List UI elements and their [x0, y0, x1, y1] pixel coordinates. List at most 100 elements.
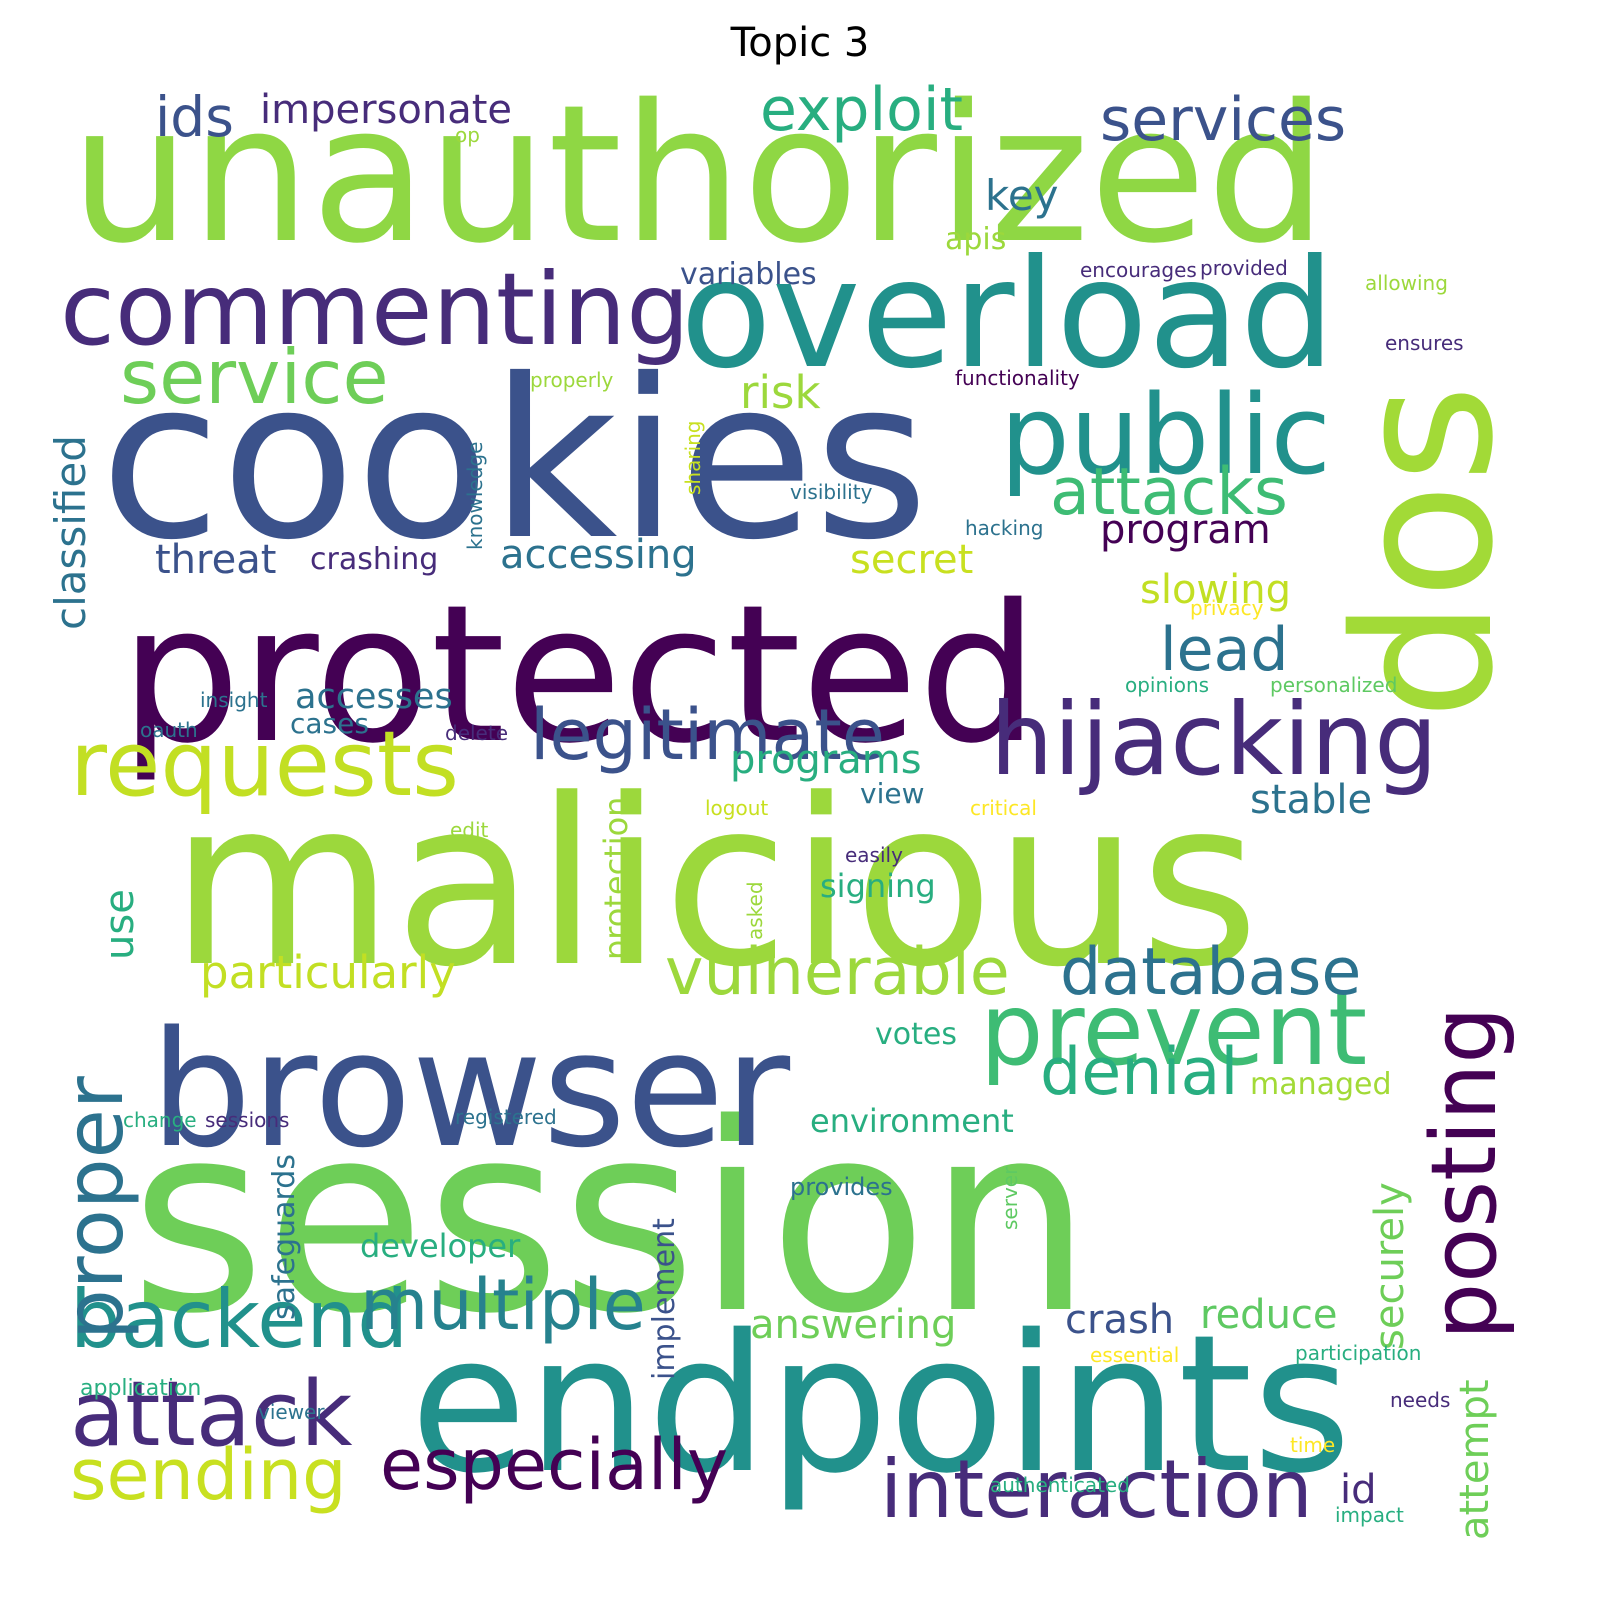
- word-commenting: commenting: [60, 251, 690, 368]
- word-dos: dos: [1314, 384, 1535, 720]
- word-securely: securely: [1367, 1182, 1413, 1350]
- word-cases: cases: [290, 707, 369, 740]
- word-apis: apis: [945, 222, 1007, 257]
- word-secret: secret: [850, 537, 974, 583]
- word-impersonate: impersonate: [260, 87, 512, 133]
- word-protection: protection: [597, 796, 635, 960]
- word-attacks: attacks: [1050, 455, 1288, 530]
- word-logout: logout: [705, 796, 769, 820]
- word-legitimate: legitimate: [530, 694, 885, 776]
- word-reduce: reduce: [1200, 1292, 1338, 1338]
- word-provided: provided: [1200, 256, 1288, 280]
- word-sharing: sharing: [681, 420, 705, 495]
- word-authenticated: authenticated: [990, 1473, 1130, 1497]
- word-needs: needs: [1390, 1388, 1451, 1412]
- word-easily: easily: [845, 843, 903, 867]
- word-opinions: opinions: [1125, 673, 1210, 697]
- word-use: use: [97, 889, 143, 960]
- word-database: database: [1060, 935, 1362, 1010]
- word-environment: environment: [810, 1102, 1014, 1140]
- word-view: view: [860, 777, 925, 810]
- word-critical: critical: [970, 796, 1037, 820]
- word-viewer: viewer: [258, 1400, 325, 1424]
- word-signing: signing: [820, 867, 936, 905]
- word-knowledge: knowledge: [463, 441, 487, 550]
- word-server: server: [998, 1166, 1022, 1230]
- word-classified: classified: [46, 435, 95, 630]
- word-crashing: crashing: [310, 542, 439, 577]
- chart-title: Topic 3: [730, 20, 870, 66]
- word-multiple: multiple: [360, 1264, 646, 1346]
- word-backend: backend: [70, 1273, 408, 1366]
- word-hijacking: hijacking: [990, 681, 1438, 798]
- word-change: change: [123, 1108, 197, 1132]
- word-malicious: malicious: [170, 751, 1260, 1018]
- word-lead: lead: [1160, 615, 1289, 685]
- word-exploit: exploit: [760, 75, 964, 145]
- word-ensures: ensures: [1385, 331, 1464, 355]
- word-managed: managed: [1250, 1067, 1392, 1102]
- word-ids: ids: [155, 85, 234, 149]
- word-endpoints: endpoints: [410, 1294, 1352, 1515]
- word-op: op: [455, 123, 480, 147]
- word-especially: especially: [380, 1424, 729, 1506]
- word-service: service: [120, 333, 389, 421]
- word-accessing: accessing: [500, 532, 697, 578]
- word-program: program: [1100, 507, 1271, 553]
- word-threat: threat: [155, 537, 277, 583]
- word-sessions: sessions: [205, 1108, 290, 1132]
- word-participation: participation: [1295, 1341, 1422, 1365]
- word-implement: implement: [647, 1218, 682, 1380]
- word-particularly: particularly: [200, 946, 456, 999]
- word-risk: risk: [740, 366, 821, 419]
- word-answering: answering: [750, 1302, 957, 1348]
- word-public: public: [1000, 371, 1331, 499]
- word-encourages: encourages: [1080, 258, 1197, 282]
- word-delete: delete: [445, 721, 509, 745]
- word-cookies: cookies: [100, 332, 929, 588]
- word-browser: browser: [150, 996, 791, 1183]
- word-programs: programs: [730, 737, 922, 783]
- word-attack: attack: [70, 1362, 353, 1467]
- word-edit: edit: [450, 818, 489, 842]
- word-posting: posting: [1412, 1006, 1517, 1340]
- word-votes: votes: [875, 1017, 957, 1052]
- word-unauthorized: unauthorized: [70, 64, 1327, 285]
- word-impact: impact: [1335, 1503, 1404, 1527]
- word-key: key: [985, 171, 1059, 220]
- word-accesses: accesses: [295, 677, 453, 717]
- word-hacking: hacking: [965, 516, 1044, 540]
- word-provides: provides: [790, 1173, 893, 1201]
- word-attempt: attempt: [1452, 1379, 1498, 1540]
- word-requests: requests: [70, 712, 460, 817]
- word-asked: asked: [743, 881, 767, 940]
- word-allowing: allowing: [1365, 271, 1448, 295]
- word-prevent: prevent: [980, 971, 1368, 1088]
- word-registered: registered: [455, 1105, 557, 1129]
- word-stable: stable: [1250, 777, 1373, 823]
- word-services: services: [1100, 85, 1347, 155]
- word-insight: insight: [200, 688, 268, 712]
- word-application: application: [80, 1376, 202, 1401]
- word-safeguards: safeguards: [267, 1154, 302, 1320]
- word-oauth: oauth: [140, 718, 198, 742]
- word-sending: sending: [70, 1434, 347, 1516]
- word-denial: denial: [1040, 1035, 1239, 1110]
- word-overload: overload: [680, 228, 1336, 402]
- word-slowing: slowing: [1140, 567, 1291, 613]
- word-functionality: functionality: [955, 366, 1080, 390]
- word-protected: protected: [120, 564, 1039, 785]
- word-developer: developer: [360, 1227, 521, 1265]
- word-crash: crash: [1065, 1297, 1175, 1343]
- word-properly: properly: [530, 368, 614, 392]
- word-interaction: interaction: [880, 1443, 1313, 1536]
- word-essential: essential: [1090, 1343, 1180, 1367]
- word-session: session: [130, 1069, 1093, 1371]
- word-personalized: personalized: [1270, 673, 1398, 697]
- word-variables: variables: [680, 257, 817, 292]
- word-id: id: [1340, 1467, 1377, 1513]
- word-visibility: visibility: [790, 480, 873, 504]
- word-vulnerable: vulnerable: [665, 935, 1010, 1010]
- word-privacy: privacy: [1190, 596, 1264, 620]
- word-time: time: [1290, 1433, 1336, 1457]
